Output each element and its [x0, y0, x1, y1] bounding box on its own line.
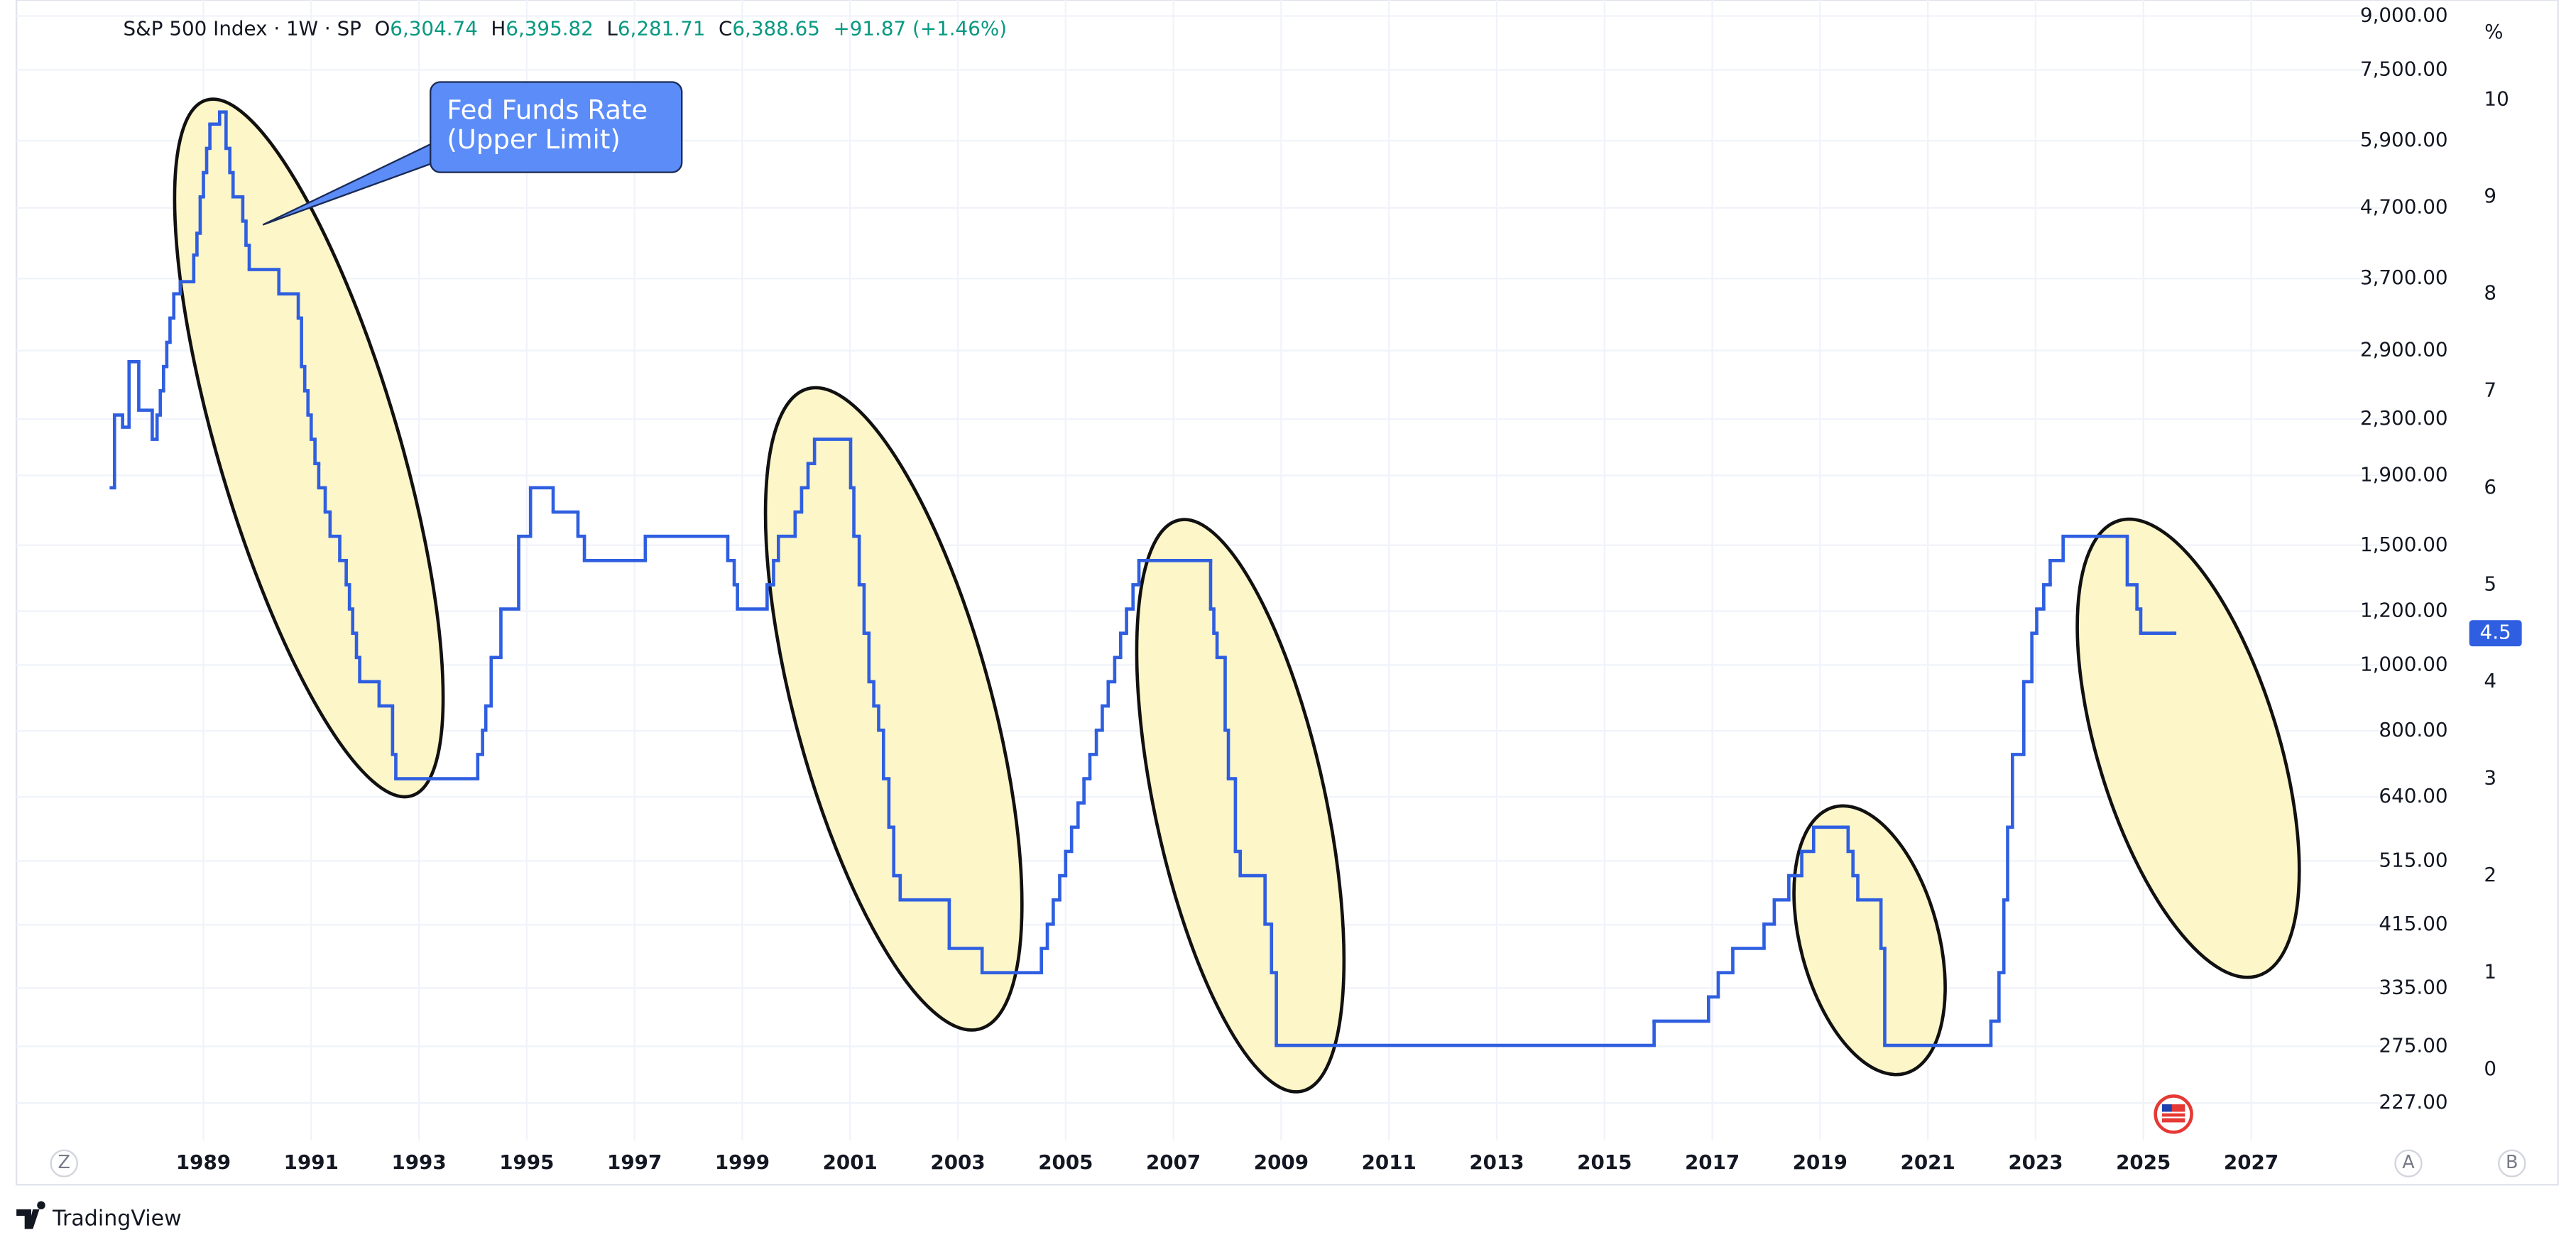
- highlight-ellipse: [763, 386, 1024, 1032]
- symbol-title: S&P 500 Index · 1W · SP: [124, 17, 361, 40]
- y-tick-label: 1,200.00: [2360, 599, 2448, 622]
- x-tick-label: 2025: [2116, 1150, 2171, 1174]
- series: [109, 110, 2177, 1047]
- x-tick-label: 1999: [715, 1150, 770, 1174]
- y-tick-label: 335.00: [2379, 975, 2447, 998]
- x-tick-label: 2009: [1254, 1150, 1309, 1174]
- x-tick-label: 2001: [823, 1150, 878, 1174]
- flag-canton: [2161, 1104, 2172, 1113]
- scale-button[interactable]: B: [2506, 1151, 2518, 1172]
- y2-tick-label: 0: [2484, 1057, 2496, 1080]
- x-tick-label: 1993: [391, 1150, 446, 1174]
- x-tick-label: 2007: [1146, 1150, 1201, 1174]
- ohlc-value: 6,395.82: [506, 17, 594, 40]
- ohlc-label: C: [719, 17, 732, 40]
- button-outline[interactable]: [2498, 1149, 2526, 1177]
- callout-joint: [432, 139, 449, 163]
- y-tick-label: 227.00: [2379, 1090, 2447, 1114]
- x-tick-label: 1989: [176, 1150, 231, 1174]
- grid: [16, 0, 2382, 1141]
- y-tick-label: 7,500.00: [2360, 57, 2448, 80]
- y2-tick-label: 7: [2484, 378, 2496, 401]
- x-tick-label: 2011: [1362, 1150, 1417, 1174]
- ohlc-label: H: [491, 17, 506, 40]
- y2-tick-label: 6: [2484, 475, 2496, 499]
- y2-tick-label: 5: [2484, 572, 2496, 595]
- highlight-ellipse: [1792, 804, 1947, 1077]
- change-value: +91.87 (+1.46%): [833, 17, 1007, 40]
- callout-text: (Upper Limit): [447, 124, 620, 155]
- x-tick-label: 2013: [1469, 1150, 1524, 1174]
- x-tick-label: 1995: [499, 1150, 554, 1174]
- x-tick-label: 2019: [1793, 1150, 1848, 1174]
- y-tick-label: 640.00: [2379, 784, 2447, 807]
- callout-box: [430, 81, 683, 173]
- highlights: [173, 97, 2301, 1094]
- brand-logo: [16, 1201, 45, 1229]
- y2-tick-label: 2: [2484, 863, 2496, 886]
- last-value-tag: [2469, 620, 2522, 647]
- x-tick-label: 2021: [1901, 1150, 1955, 1174]
- y-tick-label: 3,700.00: [2360, 266, 2448, 289]
- x-tick-label: 2017: [1685, 1150, 1740, 1174]
- y-tick-label: 1,900.00: [2360, 462, 2448, 486]
- labels: 1989 1991 1993 1995 1997 1999 2001 2003 2005 2007…: [176, 4, 2522, 1174]
- y2-tick-label: 1: [2484, 960, 2496, 984]
- callout-text: Fed Funds Rate: [447, 95, 648, 126]
- ohlc-value: 6,388.65: [732, 17, 820, 40]
- y-tick-label: 800.00: [2379, 718, 2447, 741]
- y2-tick-label: 3: [2484, 766, 2496, 790]
- economic-event-icon: [2154, 1094, 2193, 1134]
- y-tick-label: 2,300.00: [2360, 406, 2448, 430]
- y-tick-label: 4,700.00: [2360, 195, 2448, 219]
- y-tick-label: 1,500.00: [2360, 533, 2448, 556]
- y2-axis-unit: %: [2484, 20, 2503, 43]
- y2-tick-label: 8: [2484, 281, 2496, 305]
- y-tick-label: 275.00: [2379, 1033, 2447, 1057]
- highlight-ellipse: [2075, 517, 2301, 979]
- auto-scale-button[interactable]: A: [2402, 1151, 2415, 1172]
- y-tick-label: 1,000.00: [2360, 652, 2448, 675]
- x-tick-label: 2027: [2224, 1150, 2278, 1174]
- highlight-ellipse: [1135, 518, 1346, 1094]
- y-tick-label: 5,900.00: [2360, 128, 2448, 151]
- x-tick-label: 2005: [1038, 1150, 1093, 1174]
- x-tick-label: 2023: [2008, 1150, 2063, 1174]
- zoom-button[interactable]: Z: [58, 1151, 70, 1172]
- y-tick-label: 2,900.00: [2360, 338, 2448, 361]
- legend-header: S&P 500 Index · 1W · SP O6,304.74 H6,395.8…: [124, 17, 1008, 40]
- y-tick-label: 515.00: [2379, 848, 2447, 871]
- y-tick-label: 9,000.00: [2360, 4, 2448, 27]
- x-tick-label: 2015: [1577, 1150, 1632, 1174]
- x-tick-label: 1991: [284, 1150, 339, 1174]
- y2-tick-label: 10: [2484, 87, 2509, 111]
- x-tick-label: 2003: [930, 1150, 985, 1174]
- y2-tick-label: 9: [2484, 184, 2496, 207]
- brand-name: TradingView: [52, 1206, 182, 1231]
- button-outline[interactable]: [2394, 1149, 2423, 1177]
- button-outline[interactable]: [50, 1149, 78, 1177]
- x-tick-label: 1997: [607, 1150, 662, 1174]
- ohlc-label: L: [606, 17, 618, 40]
- y2-tick-label: 4: [2484, 669, 2496, 692]
- ohlc-label: O: [374, 17, 390, 40]
- brand[interactable]: TradingView: [16, 1201, 182, 1231]
- callout: Fed Funds Rate (Upper Limit): [262, 81, 683, 226]
- y-tick-label: 415.00: [2379, 912, 2447, 935]
- ohlc-value: 6,281.71: [618, 17, 706, 40]
- last-value-label: 4.5: [2480, 621, 2511, 644]
- ohlc-value: 6,304.74: [390, 17, 478, 40]
- highlight-ellipse: [173, 97, 445, 799]
